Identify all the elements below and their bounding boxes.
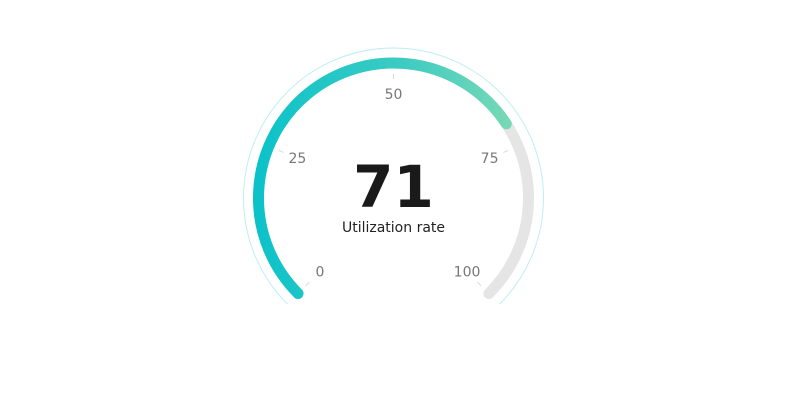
gauge-tick-label-0: 0 [315, 265, 324, 281]
gauge-tick-mark-25 [278, 150, 284, 153]
gauge-tick-label-100: 100 [454, 265, 481, 281]
gauge-tick-labels: 0 25 50 75 100 [289, 87, 499, 281]
gauge-tick-marks [278, 74, 509, 287]
gauge-tick-mark-100 [477, 281, 482, 287]
gauge-tick-mark-0 [305, 281, 310, 287]
gauge-progress [252, 57, 512, 299]
gauge-caption: Utilization rate [342, 220, 445, 236]
gauge-tick-label-75: 75 [481, 151, 499, 167]
gauge-tick-label-25: 25 [289, 151, 307, 167]
gauge-value: 71 [353, 153, 434, 221]
gauge-tick-mark-75 [503, 150, 509, 153]
gauge-outer-ring [243, 47, 544, 305]
gauge-tick-label-50: 50 [385, 87, 403, 103]
